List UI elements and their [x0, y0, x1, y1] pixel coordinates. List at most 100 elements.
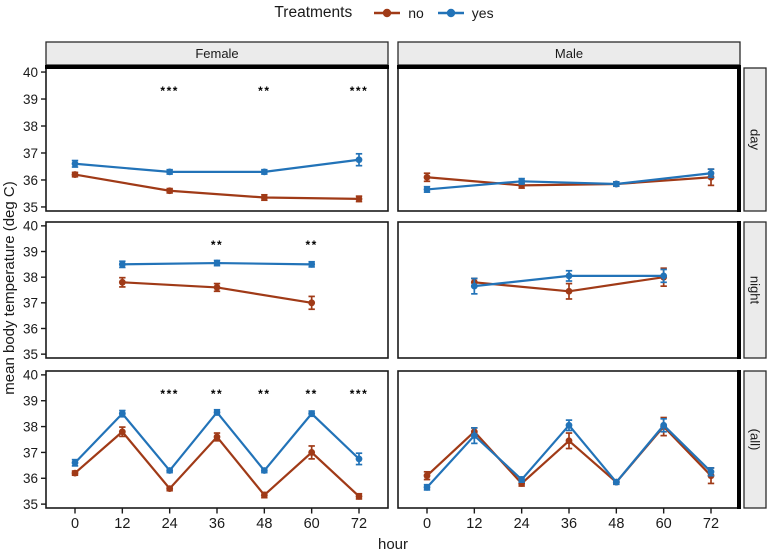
data-point-no	[260, 194, 268, 201]
data-point-yes	[166, 168, 174, 176]
y-tick-label: 38	[23, 270, 38, 285]
facet-strip-label-Male: Male	[555, 46, 583, 61]
data-point-yes	[213, 259, 221, 267]
facet-strip-label-(all): (all)	[747, 429, 762, 451]
x-axis-title: hour	[378, 536, 408, 553]
x-tick-label: 72	[703, 516, 719, 532]
series-yes	[423, 168, 715, 193]
x-tick-label: 60	[304, 516, 320, 532]
legend-title: Treatments	[274, 4, 353, 21]
y-tick-label: 38	[23, 419, 38, 434]
significance-stars: **	[258, 387, 270, 401]
x-tick-label: 48	[256, 516, 272, 532]
data-point-no	[308, 299, 316, 307]
data-point-yes	[118, 260, 126, 268]
x-tick-label: 24	[514, 516, 530, 532]
data-point-yes	[355, 455, 363, 463]
series-line-yes	[74, 158, 360, 173]
series-line-no	[426, 176, 712, 187]
panel-Male-night	[397, 221, 741, 359]
data-point-yes	[166, 467, 174, 474]
panels-group: Female Male day night (all) 40 39 38 37 36 35 40 39 3…	[23, 41, 767, 532]
legend-key-no-icon	[374, 8, 401, 18]
series-no	[118, 276, 316, 311]
series-line-yes	[426, 172, 712, 191]
significance-stars: **	[211, 387, 223, 401]
significance-stars: ***	[350, 387, 369, 401]
y-tick-label: 35	[23, 200, 38, 215]
series-yes	[470, 268, 668, 295]
panel-Female-day: *** ** ***	[45, 65, 389, 212]
data-point-yes	[260, 467, 268, 474]
significance-stars: ***	[160, 84, 179, 98]
x-tick-label: 12	[466, 516, 482, 532]
series-line-no	[74, 173, 360, 200]
facet-strip-day	[743, 67, 767, 212]
data-point-no	[308, 449, 316, 456]
data-point-yes	[612, 180, 620, 188]
x-tick-label: 12	[114, 516, 130, 532]
legend: Treatments no yes	[0, 0, 768, 26]
significance-stars: **	[305, 238, 317, 252]
series-yes	[71, 408, 363, 474]
x-tick-label: 48	[608, 516, 624, 532]
data-point-yes	[355, 156, 363, 164]
data-point-yes	[71, 160, 79, 168]
series-no	[71, 171, 363, 203]
data-point-no	[423, 472, 431, 480]
y-tick-label: 40	[23, 368, 38, 383]
data-point-yes	[470, 282, 478, 290]
panel-background	[397, 221, 741, 359]
y-tick-label: 39	[23, 92, 38, 107]
data-point-no	[118, 428, 126, 436]
significance-stars: **	[258, 84, 270, 98]
y-tick-label: 36	[23, 321, 38, 336]
y-tick-label: 37	[23, 296, 38, 311]
data-point-no	[166, 187, 174, 195]
series-no	[71, 426, 363, 500]
data-point-yes	[118, 410, 126, 418]
data-point-no	[260, 491, 268, 499]
y-tick-label: 35	[23, 347, 38, 362]
data-point-no	[213, 433, 221, 441]
data-point-no	[213, 284, 221, 291]
x-tick-label: 36	[209, 516, 225, 532]
data-point-no	[166, 485, 174, 493]
y-tick-label: 37	[23, 445, 38, 460]
data-point-no	[71, 469, 79, 477]
y-tick-label: 36	[23, 471, 38, 486]
y-tick-label: 40	[23, 219, 38, 234]
data-point-no	[565, 287, 573, 295]
panel-Male-day	[397, 65, 741, 212]
series-yes	[423, 417, 715, 491]
x-tick-label: 24	[162, 516, 178, 532]
data-point-yes	[518, 476, 526, 483]
facet-strip-night	[743, 221, 767, 359]
data-point-yes	[423, 483, 431, 491]
legend-label-yes: yes	[471, 5, 494, 21]
panel-Female-night: ** **	[45, 221, 389, 359]
data-point-yes	[565, 421, 573, 429]
series-yes	[118, 259, 316, 269]
x-tick-label: 60	[656, 516, 672, 532]
significance-stars: ***	[350, 84, 369, 98]
y-tick-label: 39	[23, 244, 38, 259]
y-tick-label: 35	[23, 497, 38, 512]
legend-label-no: no	[408, 5, 424, 21]
data-point-no	[71, 171, 79, 178]
data-point-yes	[213, 408, 221, 416]
data-point-yes	[423, 186, 431, 193]
data-point-no	[355, 492, 363, 500]
x-tick-label: 0	[423, 516, 431, 532]
significance-stars: **	[305, 387, 317, 401]
panel-Male-(all)	[397, 370, 741, 509]
data-point-no	[565, 437, 573, 445]
facet-strip-(all)	[743, 370, 767, 509]
y-tick-label: 38	[23, 119, 38, 134]
panel-background	[397, 67, 741, 212]
legend-key-yes-icon	[437, 8, 464, 18]
series-yes	[71, 152, 363, 176]
y-axis-title: mean body temperature (deg C)	[1, 181, 18, 394]
